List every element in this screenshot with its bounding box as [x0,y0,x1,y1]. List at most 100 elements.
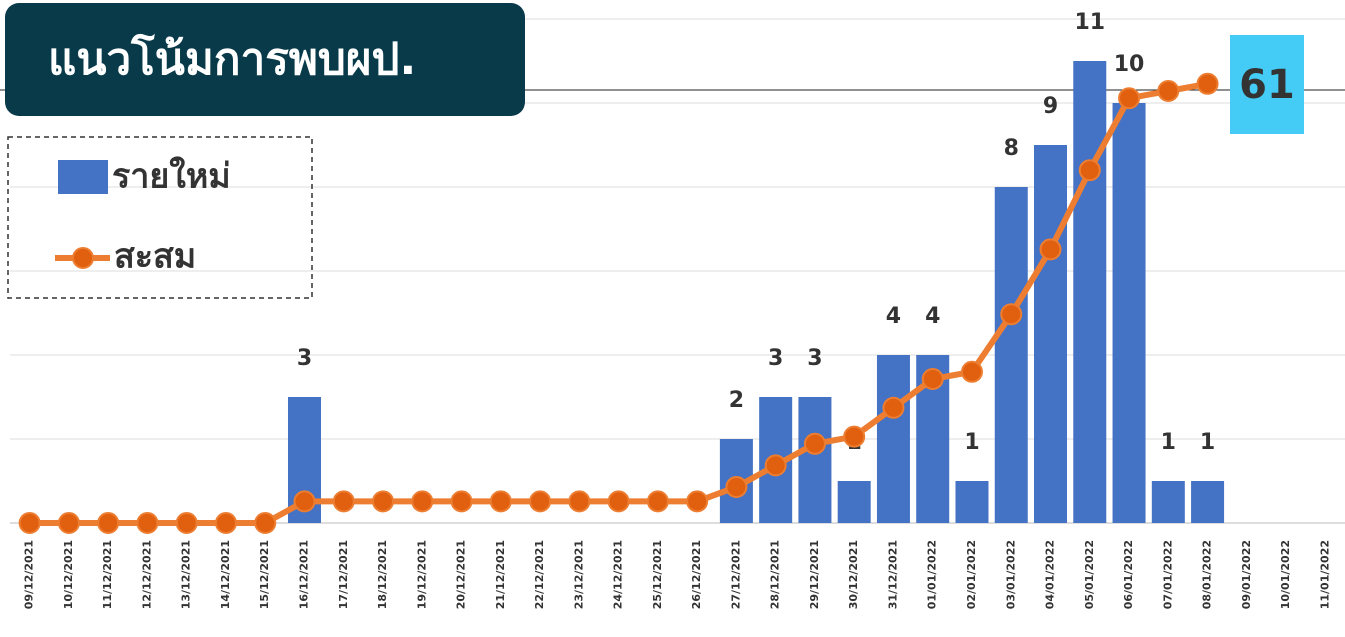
line-marker [686,490,709,513]
line-marker [57,512,80,534]
data-label: 9 [1043,94,1058,119]
chart-title: แนวโน้มการพบผป. [48,32,416,85]
line-marker [1000,303,1023,326]
line-marker [254,512,277,534]
bar [1191,481,1225,523]
x-tick-label: 05/01/2022 [1083,540,1096,609]
line-marker [214,512,237,534]
x-tick-label: 08/01/2022 [1201,540,1214,609]
line-marker [725,476,748,498]
bar [837,481,871,523]
x-tick-label: 01/01/2022 [926,540,939,609]
line-marker [450,490,473,513]
plot: 09/12/2021 10/12/2021 11/12/2021 12/12/2021… [10,10,1345,609]
x-tick-label: 15/12/2021 [258,540,271,609]
line-marker [960,360,983,383]
data-label: 3 [807,346,822,371]
bar [798,397,832,523]
x-tick-label: 22/12/2021 [533,540,546,609]
data-label: 1 [1161,430,1176,455]
x-tick-label: 04/01/2022 [1044,540,1057,609]
line-marker [1039,238,1062,261]
x-tick-label: 07/01/2022 [1161,540,1174,609]
line-marker [529,490,552,513]
end-label-box [1230,35,1304,134]
line-marker [882,396,905,419]
x-tick-label: 09/01/2022 [1240,540,1253,609]
bar [1112,103,1146,523]
legend-swatch-marker [72,247,94,269]
legend-label: สะสม [114,237,196,277]
x-tick-label: 25/12/2021 [651,540,664,609]
data-label: 8 [1004,136,1019,161]
x-tick-label: 17/12/2021 [337,540,350,609]
x-tick-label: 31/12/2021 [886,540,899,609]
line-marker [489,490,512,513]
line [29,80,1209,526]
legend-label: รายใหม่ [112,156,231,197]
legend-swatch-bar [58,160,108,194]
data-label: 10 [1114,52,1145,77]
x-tick-label: 11/01/2022 [1318,540,1331,609]
x-tick-label: 16/12/2021 [297,540,310,609]
x-tick-label: 26/12/2021 [690,540,703,609]
end-label: 61 [1239,62,1295,108]
x-tick-label: 28/12/2021 [769,540,782,609]
x-tick-label: 14/12/2021 [219,540,232,609]
data-label: 3 [768,346,783,371]
x-tick-label: 18/12/2021 [376,540,389,609]
data-label: 1 [1200,430,1215,455]
bar [955,481,989,523]
line-marker [607,490,630,513]
line-marker [568,490,591,513]
bar [876,355,910,523]
legend-box [7,136,313,299]
x-tick-label: 09/12/2021 [23,540,36,609]
bar [1073,61,1107,523]
x-tick-label: 11/12/2021 [101,540,114,609]
x-tick-label: 12/12/2021 [140,540,153,609]
line-marker [332,490,355,513]
line-marker [136,512,159,534]
line-marker [293,490,316,513]
line-marker [372,490,395,513]
x-tick-label: 23/12/2021 [572,540,585,609]
line-marker [764,454,787,477]
title-box [5,3,525,116]
line-marker [803,432,826,455]
line-marker [843,425,866,448]
x-tick-label: 21/12/2021 [494,540,507,609]
bar [994,187,1028,523]
x-tick-label: 27/12/2021 [729,540,742,609]
line-marker [1118,87,1141,110]
x-tick-label: 24/12/2021 [612,540,625,609]
x-tick-label: 30/12/2021 [847,540,860,609]
line-marker [921,368,944,390]
line-marker [175,512,198,534]
line-marker [97,512,120,534]
line-marker [18,512,41,534]
data-label: 1 [964,430,979,455]
x-tick-label: 19/12/2021 [415,540,428,609]
x-tick-label: 10/12/2021 [62,540,75,609]
x-tick-label: 06/01/2022 [1122,540,1135,609]
x-tick-label: 02/01/2022 [965,540,978,609]
x-tick-label: 20/12/2021 [455,540,468,609]
line-marker [646,490,669,513]
line-marker [1196,72,1219,95]
x-tick-label: 29/12/2021 [808,540,821,609]
line-marker [1157,80,1180,102]
data-label: 4 [886,304,901,329]
x-tick-label: 10/01/2022 [1279,540,1292,609]
bar [1151,481,1185,523]
bar [1034,145,1068,523]
data-label: 2 [729,388,744,413]
x-tick-label: 13/12/2021 [180,540,193,609]
line-marker [411,490,434,513]
data-label: 4 [925,304,940,329]
line-marker [1078,159,1101,182]
x-tick-label: 03/01/2022 [1004,540,1017,609]
data-label: 11 [1074,10,1105,35]
data-label: 3 [297,346,312,371]
